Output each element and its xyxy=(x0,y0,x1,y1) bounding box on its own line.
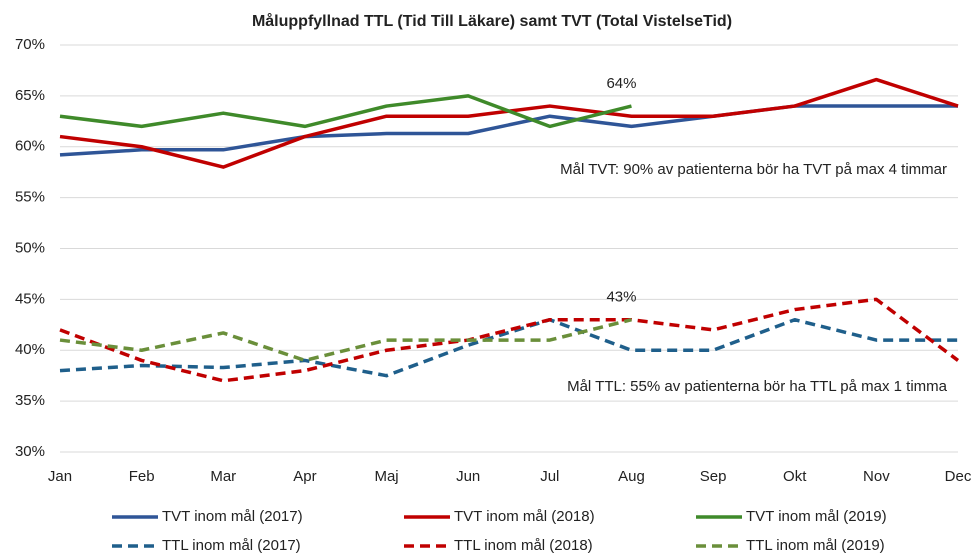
x-tick-label: Jul xyxy=(540,468,559,485)
y-tick-label: 50% xyxy=(15,239,45,256)
y-tick-label: 60% xyxy=(15,138,45,155)
x-tick-label: Apr xyxy=(293,468,316,485)
x-tick-label: Aug xyxy=(618,468,645,485)
data-label: 43% xyxy=(606,289,636,306)
data-label: 64% xyxy=(606,75,636,92)
x-tick-label: Jan xyxy=(48,468,72,485)
legend-label: TTL inom mål (2019) xyxy=(746,537,885,554)
series-line xyxy=(59,104,958,157)
x-tick-label: Nov xyxy=(863,468,890,485)
y-tick-label: 55% xyxy=(15,189,45,206)
y-tick-label: 45% xyxy=(15,290,45,307)
y-tick-label: 65% xyxy=(15,87,45,104)
y-tick-label: 30% xyxy=(15,443,45,460)
annotation: Mål TTL: 55% av patienterna bör ha TTL p… xyxy=(567,378,948,395)
series-line xyxy=(59,94,632,129)
legend-label: TVT inom mål (2017) xyxy=(162,508,303,525)
x-tick-label: Maj xyxy=(374,468,398,485)
x-tick-label: Dec xyxy=(945,468,972,485)
chart-title: Måluppfyllnad TTL (Tid Till Läkare) samt… xyxy=(252,12,732,30)
legend-label: TVT inom mål (2019) xyxy=(746,508,887,525)
x-tick-label: Jun xyxy=(456,468,480,485)
x-tick-label: Okt xyxy=(783,468,807,485)
legend-label: TTL inom mål (2017) xyxy=(162,537,301,554)
x-tick-label: Sep xyxy=(700,468,727,485)
legend-label: TVT inom mål (2018) xyxy=(454,508,595,525)
series-line xyxy=(59,317,958,378)
y-tick-label: 35% xyxy=(15,392,45,409)
x-tick-label: Feb xyxy=(129,468,155,485)
y-tick-label: 40% xyxy=(15,341,45,358)
y-tick-label: 70% xyxy=(15,36,45,53)
x-tick-label: Mar xyxy=(210,468,236,485)
legend-label: TTL inom mål (2018) xyxy=(454,537,593,554)
annotation: Mål TVT: 90% av patienterna bör ha TVT p… xyxy=(560,161,947,178)
series-line xyxy=(59,318,632,363)
